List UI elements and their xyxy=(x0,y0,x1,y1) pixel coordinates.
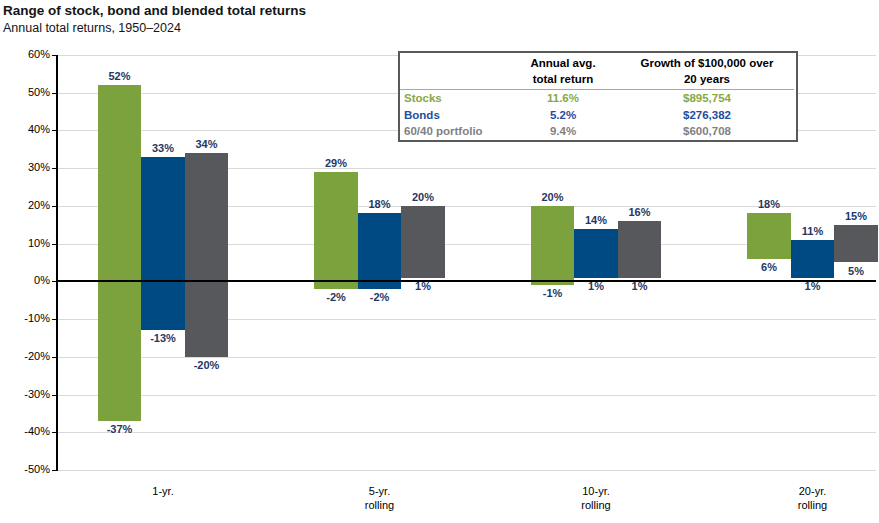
y-axis-tick xyxy=(52,55,57,56)
range-bar-stocks xyxy=(314,172,358,289)
bar-min-label: 6% xyxy=(761,261,777,273)
bar-min-label: -2% xyxy=(326,291,346,303)
range-bar-blended xyxy=(185,153,229,357)
bar-min-label: -2% xyxy=(370,291,390,303)
y-axis-tick-label: 60% xyxy=(0,48,50,60)
summary-table: Annual avg. total return Growth of $100,… xyxy=(398,51,798,142)
bar-min-label: -37% xyxy=(107,423,133,435)
y-axis-tick xyxy=(52,357,57,358)
x-axis-category-label: 5-yr. rolling xyxy=(365,484,394,513)
y-axis-tick-label: 40% xyxy=(0,123,50,135)
range-bar-bonds xyxy=(574,229,618,278)
bar-min-label: -20% xyxy=(194,359,220,371)
y-axis-line xyxy=(56,55,58,471)
y-axis-tick-label: -10% xyxy=(0,312,50,324)
y-axis-tick xyxy=(52,432,57,433)
range-bar-bonds xyxy=(791,240,835,278)
gridline xyxy=(57,357,876,358)
bar-max-label: 20% xyxy=(541,191,563,203)
y-axis-tick xyxy=(52,206,57,207)
bar-min-label: -1% xyxy=(543,287,563,299)
x-axis-category-label: 10-yr. rolling xyxy=(581,484,610,513)
y-axis-tick xyxy=(52,168,57,169)
chart-title: Range of stock, bond and blended total r… xyxy=(3,3,306,18)
y-axis-tick xyxy=(52,319,57,320)
y-axis-tick xyxy=(52,93,57,94)
chart-canvas: Range of stock, bond and blended total r… xyxy=(0,0,879,523)
bar-max-label: 14% xyxy=(585,214,607,226)
y-axis-tick xyxy=(52,395,57,396)
range-bar-stocks xyxy=(747,213,791,258)
y-axis-tick xyxy=(52,130,57,131)
x-axis-category-label: 1-yr. xyxy=(152,484,173,498)
bar-max-label: 15% xyxy=(845,210,867,222)
table-row-stocks-growth: $895,754 xyxy=(620,90,794,107)
table-row-bonds-avg-return: 5.2% xyxy=(506,107,620,124)
bar-max-label: 29% xyxy=(325,157,347,169)
y-axis-tick-label: 20% xyxy=(0,199,50,211)
range-bar-stocks xyxy=(531,206,575,285)
table-row-blended-avg-return: 9.4% xyxy=(506,123,620,140)
y-axis-tick-label: -30% xyxy=(0,388,50,400)
bar-max-label: 52% xyxy=(108,70,130,82)
y-axis-tick-label: -40% xyxy=(0,425,50,437)
y-axis-tick-label: -20% xyxy=(0,350,50,362)
gridline xyxy=(57,432,876,433)
bar-min-label: 1% xyxy=(415,280,431,292)
zero-axis-line xyxy=(57,280,876,282)
bar-max-label: 34% xyxy=(195,138,217,150)
range-bar-bonds xyxy=(358,213,402,288)
gridline xyxy=(57,470,876,471)
bar-max-label: 18% xyxy=(368,198,390,210)
table-row-stocks-avg-return: 11.6% xyxy=(506,90,620,107)
range-bar-bonds xyxy=(141,157,185,331)
range-bar-stocks xyxy=(98,85,142,421)
y-axis-tick xyxy=(52,470,57,471)
bar-min-label: 5% xyxy=(848,265,864,277)
x-axis-category-label: 20-yr. rolling xyxy=(798,484,827,513)
y-axis-tick-label: 0% xyxy=(0,274,50,286)
bar-min-label: 1% xyxy=(805,280,821,292)
bar-min-label: 1% xyxy=(632,280,648,292)
range-bar-blended xyxy=(618,221,662,278)
table-row-stocks-label: Stocks xyxy=(400,90,506,107)
bar-max-label: 18% xyxy=(758,198,780,210)
table-row-bonds-label: Bonds xyxy=(400,107,506,124)
table-header-avg-return: Annual avg. total return xyxy=(506,53,620,90)
table-corner-cell xyxy=(400,53,506,90)
range-bar-blended xyxy=(401,206,445,278)
table-row-bonds-growth: $276,382 xyxy=(620,107,794,124)
bar-max-label: 20% xyxy=(412,191,434,203)
chart-subtitle: Annual total returns, 1950–2024 xyxy=(3,21,181,35)
bar-min-label: -13% xyxy=(150,332,176,344)
table-header-growth: Growth of $100,000 over 20 years xyxy=(620,53,794,90)
bar-max-label: 11% xyxy=(802,225,823,237)
y-axis-tick-label: 30% xyxy=(0,161,50,173)
bar-min-label: 1% xyxy=(588,280,604,292)
range-bar-blended xyxy=(834,225,878,263)
y-axis-tick-label: -50% xyxy=(0,463,50,475)
y-axis-tick-label: 50% xyxy=(0,86,50,98)
table-row-blended-growth: $600,708 xyxy=(620,123,794,140)
bar-max-label: 33% xyxy=(152,142,174,154)
gridline xyxy=(57,395,876,396)
bar-max-label: 16% xyxy=(628,206,650,218)
table-row-blended-label: 60/40 portfolio xyxy=(400,123,506,140)
y-axis-tick-label: 10% xyxy=(0,237,50,249)
y-axis-tick xyxy=(52,244,57,245)
